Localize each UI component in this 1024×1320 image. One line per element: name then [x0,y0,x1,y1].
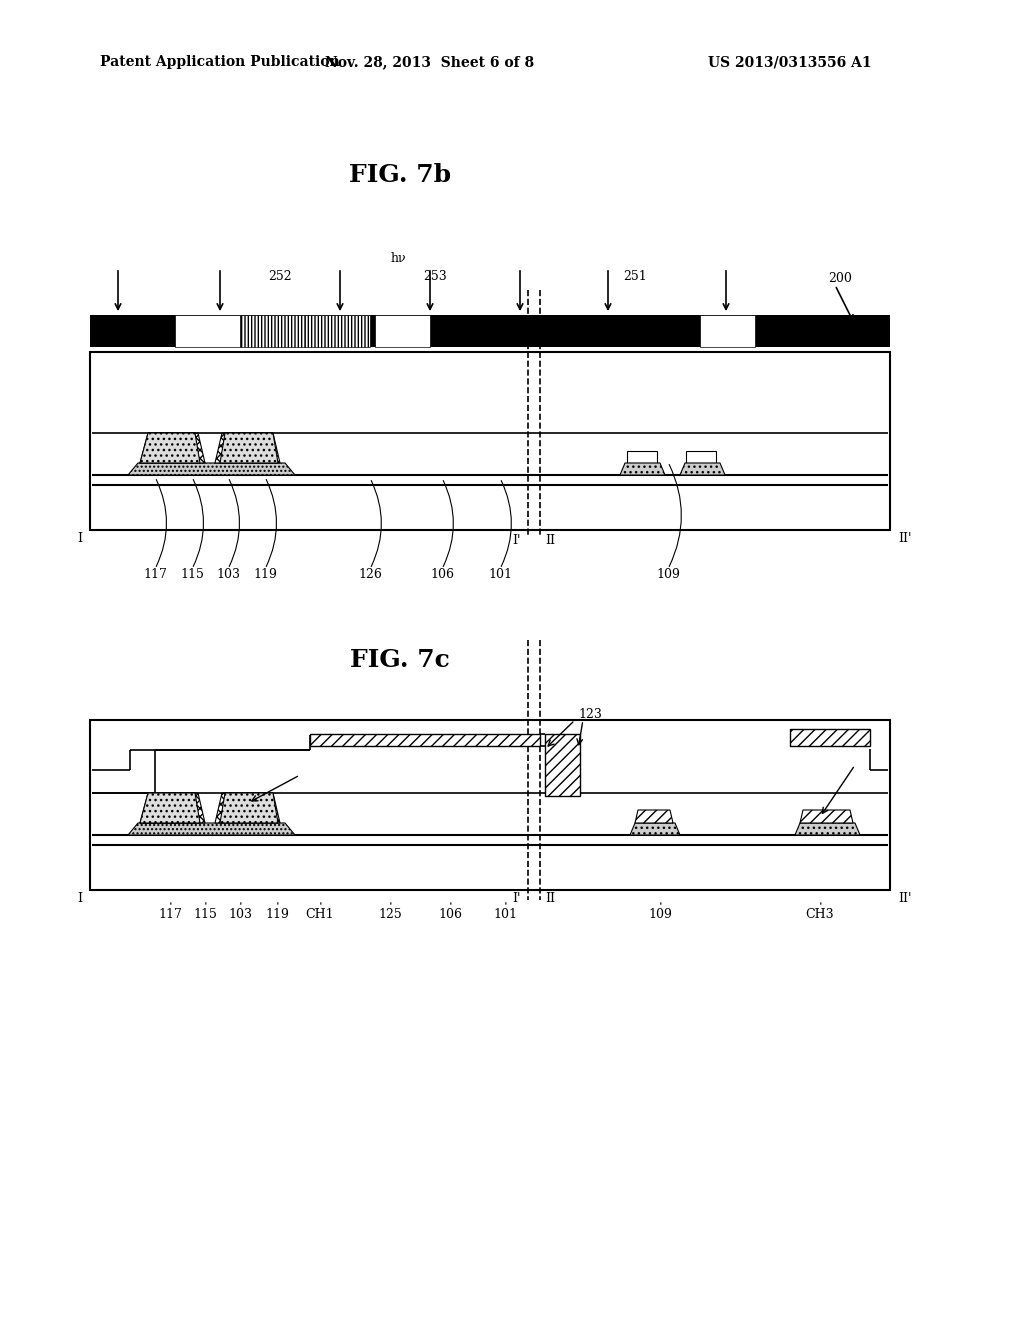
Bar [90,315,890,347]
Text: 253: 253 [423,269,446,282]
Text: US 2013/0313556 A1: US 2013/0313556 A1 [709,55,871,69]
Polygon shape [140,433,205,463]
Polygon shape [128,822,295,836]
Polygon shape [795,822,860,836]
Text: 251: 251 [624,269,647,282]
Text: 115: 115 [180,569,204,582]
Text: FIG. 7b: FIG. 7b [349,162,451,187]
Bar [790,729,870,746]
Text: 200: 200 [828,272,852,285]
Text: I': I' [512,891,521,904]
Text: 123: 123 [579,708,602,721]
Text: 106: 106 [430,569,454,582]
Bar [90,352,890,531]
Text: I': I' [512,535,521,548]
Text: I: I [77,891,82,904]
Bar [240,315,305,347]
Polygon shape [215,433,280,463]
Polygon shape [140,433,200,463]
Polygon shape [800,810,853,822]
Bar [90,719,890,890]
Text: 106: 106 [438,908,462,921]
Polygon shape [140,810,200,822]
Text: II': II' [898,532,911,544]
Text: 109: 109 [656,569,680,582]
Bar [175,315,240,347]
Polygon shape [220,793,278,822]
Text: Patent Application Publication: Patent Application Publication [100,55,340,69]
Bar [375,315,430,347]
Text: 119: 119 [265,908,289,921]
Text: FIG. 7c: FIG. 7c [350,648,450,672]
Text: II: II [545,891,555,904]
Text: 117: 117 [158,908,182,921]
Text: 103: 103 [216,569,240,582]
Text: 117: 117 [143,569,167,582]
Polygon shape [140,793,205,822]
Text: 252: 252 [268,269,292,282]
Text: CH3: CH3 [806,908,835,921]
Bar [627,451,657,463]
Polygon shape [220,433,278,463]
Polygon shape [635,810,673,822]
Text: hν: hν [390,252,406,264]
Text: CH1: CH1 [306,908,334,921]
Text: 101: 101 [488,569,512,582]
Polygon shape [140,793,200,822]
Bar [700,315,755,347]
Text: II: II [545,535,555,548]
Text: 125: 125 [378,908,401,921]
Bar [305,315,370,347]
Bar [310,734,540,746]
Text: I: I [77,532,82,544]
Bar [545,734,580,796]
Polygon shape [630,822,680,836]
Polygon shape [215,793,280,822]
Polygon shape [680,463,725,475]
Text: II': II' [898,891,911,904]
Text: 126: 126 [358,569,382,582]
Text: 109: 109 [648,908,672,921]
Text: 101: 101 [493,908,517,921]
Polygon shape [620,463,665,475]
Polygon shape [128,463,295,475]
Text: Nov. 28, 2013  Sheet 6 of 8: Nov. 28, 2013 Sheet 6 of 8 [326,55,535,69]
Text: 103: 103 [228,908,252,921]
Bar [686,451,716,463]
Text: 115: 115 [194,908,217,921]
Text: 119: 119 [253,569,276,582]
